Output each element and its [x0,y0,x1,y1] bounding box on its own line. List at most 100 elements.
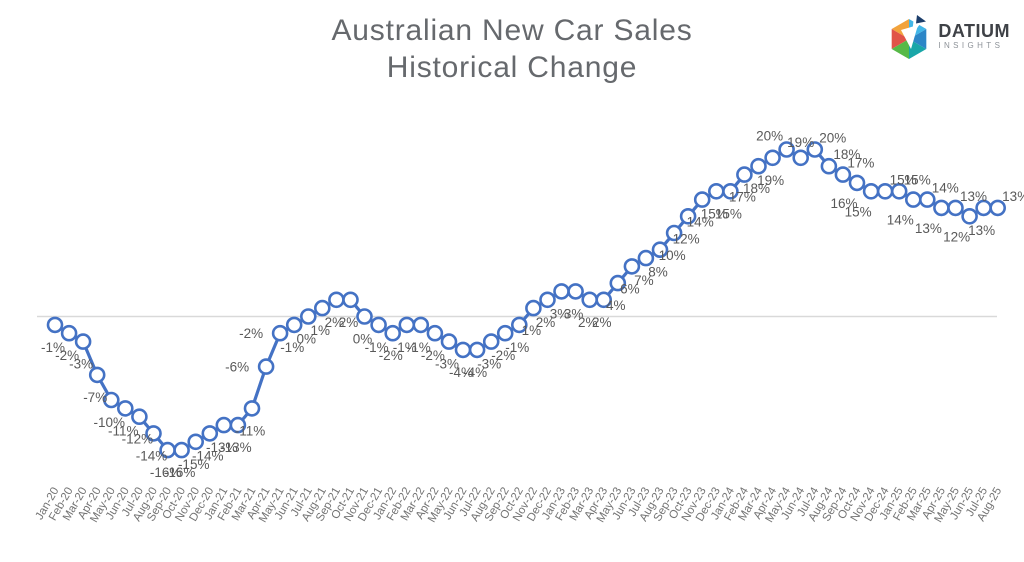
data-point-marker [356,308,373,325]
data-label: 13% [915,221,942,236]
logo-subtitle: INSIGHTS [938,40,1004,50]
data-point-marker [313,299,331,317]
data-label: -7% [83,390,107,405]
data-label: 15% [904,172,931,187]
logo-wordmark: DATIUM [938,20,1010,41]
data-point-marker [398,316,416,334]
data-label: 17% [847,156,874,171]
data-point-marker [46,316,64,334]
data-point-marker [88,366,106,384]
data-point-marker [848,174,866,192]
data-point-marker [665,224,683,242]
data-label: 14% [932,181,959,196]
data-point-marker [778,141,795,158]
data-label: 2% [339,315,359,330]
data-label: 12% [673,231,700,246]
data-point-marker [60,324,78,342]
datium-insights-logo: DATIUM INSIGHTS [886,12,1010,60]
data-label: -13% [206,440,238,455]
data-point-marker [567,283,584,300]
chart-title-line1: Australian New Car Sales [331,14,693,47]
data-point-marker [679,208,697,225]
data-label: 20% [819,131,846,146]
data-label: -3% [435,357,459,372]
data-label: 18% [743,181,770,196]
data-label: 2% [536,315,556,330]
data-label: 19% [787,135,814,150]
data-label: 16% [830,196,857,211]
data-label: 0% [353,332,373,347]
data-point-marker [426,324,444,342]
data-label: -10% [94,415,126,430]
data-label: 10% [659,248,686,263]
data-label: -1% [365,340,389,355]
data-label: -1% [407,340,431,355]
data-label: -3% [477,357,501,372]
data-label: -2% [239,326,263,341]
data-label: 3% [564,306,584,321]
data-point-marker [707,183,725,200]
data-point-marker [370,316,387,334]
data-label: -11% [108,423,139,438]
data-point-marker [440,333,458,350]
data-point-marker [722,183,739,200]
data-label: 3% [550,306,570,321]
data-label: -14% [136,448,168,463]
data-point-marker [117,400,134,417]
data-label: 8% [648,265,668,280]
data-label: -1% [41,340,65,355]
data-point-marker [904,191,922,208]
chart-title-line2: Historical Change [386,51,638,84]
data-label: -2% [491,348,515,363]
data-label: 15% [890,172,917,187]
data-label: 13% [968,223,995,238]
data-point-marker [736,166,753,183]
data-point-marker [820,157,838,175]
data-label: -3% [69,357,93,372]
data-point-marker [103,391,120,409]
data-point-marker [510,316,528,334]
datium-logo-icon [892,15,927,59]
data-point-marker [792,149,810,167]
data-label: -16% [164,465,196,480]
data-point-marker [750,157,767,175]
data-point-marker [299,308,317,325]
data-point-marker [862,183,880,200]
data-label: -2% [421,348,445,363]
data-label: 14% [887,213,914,228]
data-label: 13% [1002,189,1024,204]
data-label: 15% [715,206,742,221]
data-point-marker [173,441,190,459]
data-label: -1% [280,340,304,355]
data-label: 2% [325,315,345,330]
data-point-marker [890,183,908,200]
data-label: 4% [606,298,626,313]
data-point-marker [609,274,627,292]
data-point-marker [257,358,275,375]
data-point-marker [806,141,824,158]
data-point-marker [623,258,641,275]
data-label: 12% [943,229,970,244]
data-label: 13% [960,189,987,204]
data-point-marker [131,408,148,426]
data-point-marker [454,341,472,359]
data-point-marker [271,324,289,342]
data-label: -1% [393,340,417,355]
data-label: -15% [178,457,210,472]
data-point-marker [834,166,852,183]
data-point-marker [74,333,92,350]
data-point-marker [285,316,303,334]
data-point-marker [989,199,1007,217]
data-label: 0% [297,332,317,347]
data-label: 20% [756,129,783,144]
data-label: -13% [220,440,252,455]
data-label: -1% [505,340,529,355]
data-label: 2% [578,315,598,330]
data-label: -4% [449,365,473,380]
data-label: 1% [522,323,542,338]
data-label: -14% [192,448,224,463]
data-point-marker [328,291,345,309]
data-point-marker [637,249,655,267]
data-point-marker [595,291,613,309]
